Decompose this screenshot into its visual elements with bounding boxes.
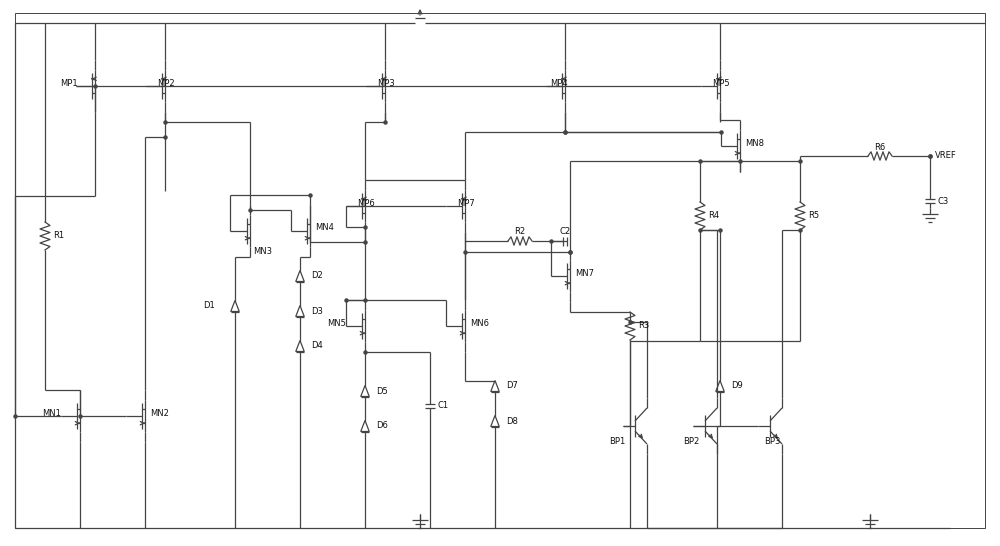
- Text: MP7: MP7: [457, 199, 475, 207]
- Text: MN3: MN3: [253, 246, 272, 256]
- Text: MP4: MP4: [550, 79, 568, 87]
- Text: R4: R4: [708, 211, 719, 221]
- Text: R3: R3: [638, 322, 649, 330]
- Text: D6: D6: [376, 422, 388, 430]
- Text: MN8: MN8: [745, 139, 764, 147]
- Text: MP6: MP6: [357, 199, 375, 207]
- Text: MP2: MP2: [157, 79, 175, 87]
- Text: D7: D7: [506, 382, 518, 390]
- Text: MP3: MP3: [377, 79, 395, 87]
- Text: D5: D5: [376, 387, 388, 395]
- Text: MN5: MN5: [327, 318, 346, 328]
- Text: MN2: MN2: [150, 408, 169, 418]
- Text: MN7: MN7: [575, 269, 594, 277]
- Text: MN4: MN4: [315, 223, 334, 233]
- Text: MN6: MN6: [470, 318, 489, 328]
- Text: R6: R6: [874, 143, 886, 151]
- Text: C2: C2: [559, 228, 571, 236]
- Text: C1: C1: [438, 401, 449, 411]
- Text: BP2: BP2: [683, 437, 699, 447]
- Text: MP5: MP5: [712, 79, 730, 87]
- Text: D4: D4: [311, 341, 323, 351]
- Text: C3: C3: [938, 197, 949, 205]
- Text: BP1: BP1: [609, 437, 625, 447]
- Text: MP1: MP1: [60, 79, 78, 87]
- Text: R2: R2: [514, 228, 526, 236]
- Text: VREF: VREF: [935, 151, 957, 161]
- Text: MN1: MN1: [42, 408, 61, 418]
- Text: D3: D3: [311, 306, 323, 316]
- Text: D9: D9: [731, 382, 743, 390]
- Text: R5: R5: [808, 211, 819, 221]
- Text: D2: D2: [311, 271, 323, 281]
- Text: R1: R1: [53, 232, 64, 240]
- Text: D1: D1: [203, 301, 215, 311]
- Text: BP3: BP3: [764, 437, 780, 447]
- Text: D8: D8: [506, 417, 518, 425]
